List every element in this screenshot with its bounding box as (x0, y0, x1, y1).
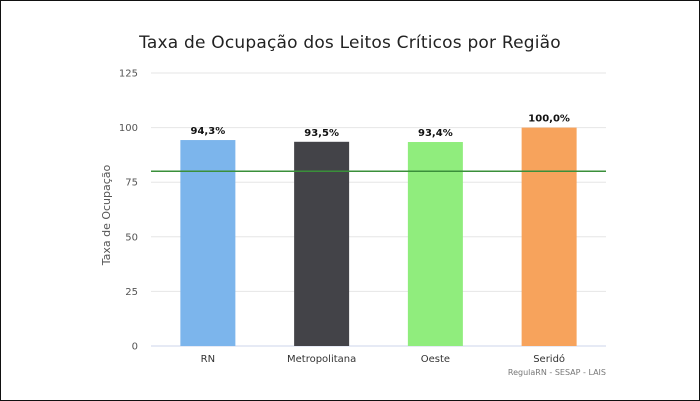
y-tick-label: 100 (119, 123, 138, 134)
x-tick-label: Metropolitana (287, 354, 356, 365)
data-label: 93,4% (418, 128, 453, 139)
x-tick-label: RN (201, 354, 215, 365)
y-tick-label: 50 (125, 232, 138, 243)
x-axis-ticks: RN Metropolitana Oeste Seridó (201, 353, 565, 365)
bar-metropolitana (294, 141, 350, 346)
data-label: 100,0% (528, 114, 570, 125)
data-label: 93,5% (304, 128, 339, 139)
x-tick-label: Oeste (421, 354, 450, 365)
y-tick-label: 125 (119, 69, 138, 80)
y-tick-label: 0 (132, 342, 138, 353)
data-labels: 94,3% 93,5% 93,4% 100,0% (191, 114, 570, 139)
chart-credit: RegulaRN - SESAP - LAIS (508, 368, 606, 377)
y-axis-label: Taxa de Ocupação (100, 164, 113, 266)
bar-oeste (407, 142, 463, 346)
data-label: 94,3% (191, 126, 226, 137)
bar-seridó (521, 127, 577, 346)
y-axis-ticks: 0 25 50 75 100 125 (119, 69, 138, 353)
bars (180, 127, 577, 346)
bar-rn (180, 140, 236, 346)
y-tick-label: 75 (125, 178, 138, 189)
x-tick-label: Seridó (533, 353, 565, 365)
y-tick-label: 25 (125, 287, 138, 298)
chart-title: Taxa de Ocupação dos Leitos Críticos por… (139, 33, 561, 53)
